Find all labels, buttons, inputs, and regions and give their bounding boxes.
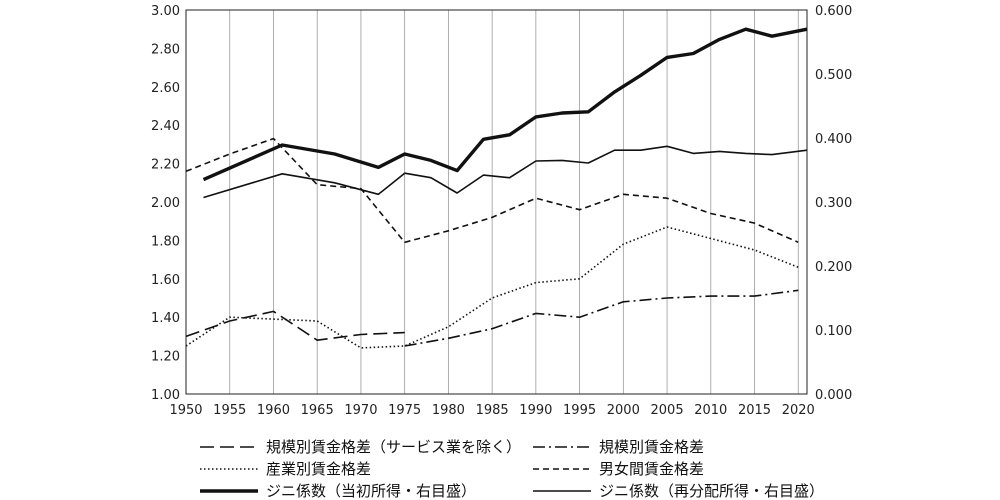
series-lines	[185, 27, 808, 349]
y-left-tick-label: 2.00	[151, 196, 180, 211]
series-line-solid	[203, 145, 808, 199]
x-tick-label: 2010	[694, 403, 727, 418]
x-tick-label: 1970	[344, 403, 377, 418]
y-right-tick-label: 0.200	[815, 260, 852, 275]
x-tick-label: 1960	[257, 403, 290, 418]
x-tick-label: 1950	[169, 403, 202, 418]
legend-label: 男女間賃金格差	[599, 460, 704, 478]
x-tick-label: 1990	[519, 403, 552, 418]
y-left-tick-label: 3.00	[151, 4, 180, 19]
y-left-tick-label: 1.00	[151, 388, 180, 403]
x-tick-label: 2005	[651, 403, 684, 418]
y-right-tick-label: 0.400	[815, 132, 852, 147]
y-left-tick-label: 1.40	[151, 311, 180, 326]
legend-label: 規模別賃金格差（サービス業を除く）	[266, 438, 521, 456]
legend-entry-size-wage-gap-excl-services: 規模別賃金格差（サービス業を除く）	[200, 438, 521, 456]
y-left-tick-label: 2.20	[151, 158, 180, 173]
y-right-tick-label: 0.600	[815, 4, 852, 19]
right-y-axis-ticks: 0.000 0.100 0.200 0.300 0.400 0.500 0.600	[815, 4, 852, 403]
y-left-tick-label: 2.60	[151, 81, 180, 96]
y-left-tick-label: 2.40	[151, 119, 180, 134]
series-line-dashdot	[404, 289, 799, 347]
series-line-thick	[202, 27, 808, 182]
y-right-tick-label: 0.500	[815, 68, 852, 83]
legend: 規模別賃金格差（サービス業を除く） 規模別賃金格差 産業別賃金格差 男女間賃金格…	[200, 438, 824, 500]
x-tick-label: 1965	[301, 403, 334, 418]
legend-entry-size-wage-gap: 規模別賃金格差	[533, 438, 704, 456]
legend-label: 産業別賃金格差	[266, 460, 371, 478]
x-tick-label: 1975	[388, 403, 421, 418]
y-left-tick-label: 1.20	[151, 350, 180, 365]
series-line-dashed	[185, 137, 799, 244]
x-axis-ticks: 1950 1955 1960 1965 1970 1975 1980 1985 1990 1995…	[169, 403, 814, 418]
y-left-tick-label: 1.80	[151, 234, 180, 249]
y-right-tick-label: 0.300	[815, 196, 852, 211]
y-left-tick-label: 1.60	[151, 273, 180, 288]
legend-entry-gender-wage-gap: 男女間賃金格差	[533, 460, 704, 478]
vertical-gridlines	[229, 10, 799, 394]
y-right-tick-label: 0.000	[815, 388, 852, 403]
legend-label: ジニ係数（再分配所得・右目盛）	[599, 482, 824, 500]
y-left-tick-label: 2.80	[151, 42, 180, 57]
legend-label: 規模別賃金格差	[599, 438, 704, 456]
x-tick-label: 1955	[213, 403, 246, 418]
x-tick-label: 1995	[563, 403, 596, 418]
x-tick-label: 2020	[782, 403, 815, 418]
x-tick-label: 2015	[738, 403, 771, 418]
y-right-tick-label: 0.100	[815, 324, 852, 339]
x-tick-label: 1985	[476, 403, 509, 418]
legend-entry-industry-wage-gap: 産業別賃金格差	[200, 460, 371, 478]
series-line-longdash	[185, 310, 405, 342]
legend-label: ジニ係数（当初所得・右目盛）	[266, 482, 476, 500]
legend-entry-gini-redistributed-income: ジニ係数（再分配所得・右目盛）	[533, 482, 824, 500]
x-tick-label: 1980	[432, 403, 465, 418]
plot-frame	[185, 9, 808, 395]
x-tick-label: 2000	[607, 403, 640, 418]
legend-entry-gini-initial-income: ジニ係数（当初所得・右目盛）	[200, 482, 476, 500]
left-y-axis-ticks: 1.00 1.20 1.40 1.60 1.80 2.00 2.20 2.40 2.60 2.80…	[151, 4, 180, 403]
